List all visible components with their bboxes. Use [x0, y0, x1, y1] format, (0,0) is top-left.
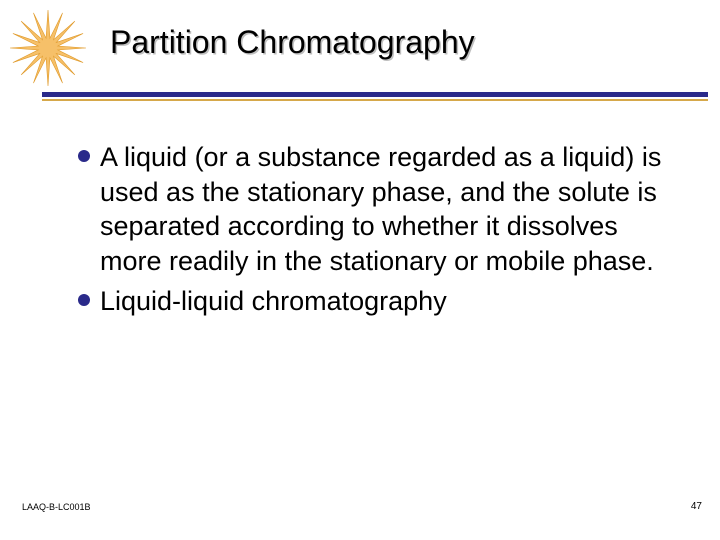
rule-blue [42, 92, 708, 97]
slide: Partition Chromatography A liquid (or a … [0, 0, 720, 540]
slide-title: Partition Chromatography [110, 24, 475, 61]
slide-body: A liquid (or a substance regarded as a l… [78, 140, 680, 325]
list-item: A liquid (or a substance regarded as a l… [78, 140, 680, 278]
bullet-icon [78, 294, 90, 306]
bullet-text: Liquid-liquid chromatography [100, 284, 447, 319]
rule-gold [42, 99, 708, 101]
header-rule [42, 92, 708, 102]
bullet-icon [78, 150, 90, 162]
slide-header: Partition Chromatography [0, 0, 720, 110]
starburst-icon [8, 8, 88, 88]
bullet-text: A liquid (or a substance regarded as a l… [100, 140, 680, 278]
page-number: 47 [691, 501, 702, 512]
footer-code: LAAQ-B-LC001B [22, 502, 91, 512]
list-item: Liquid-liquid chromatography [78, 284, 680, 319]
